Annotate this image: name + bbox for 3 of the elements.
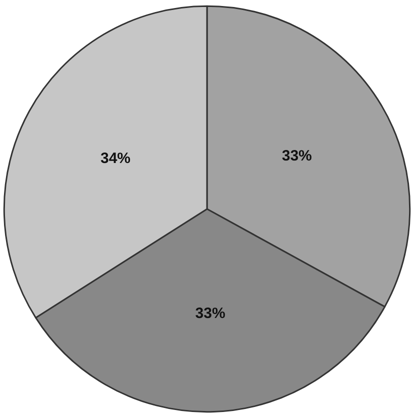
data-label: 34% — [100, 150, 131, 168]
data-label: 33% — [195, 304, 226, 322]
data-label: 33% — [282, 147, 312, 164]
